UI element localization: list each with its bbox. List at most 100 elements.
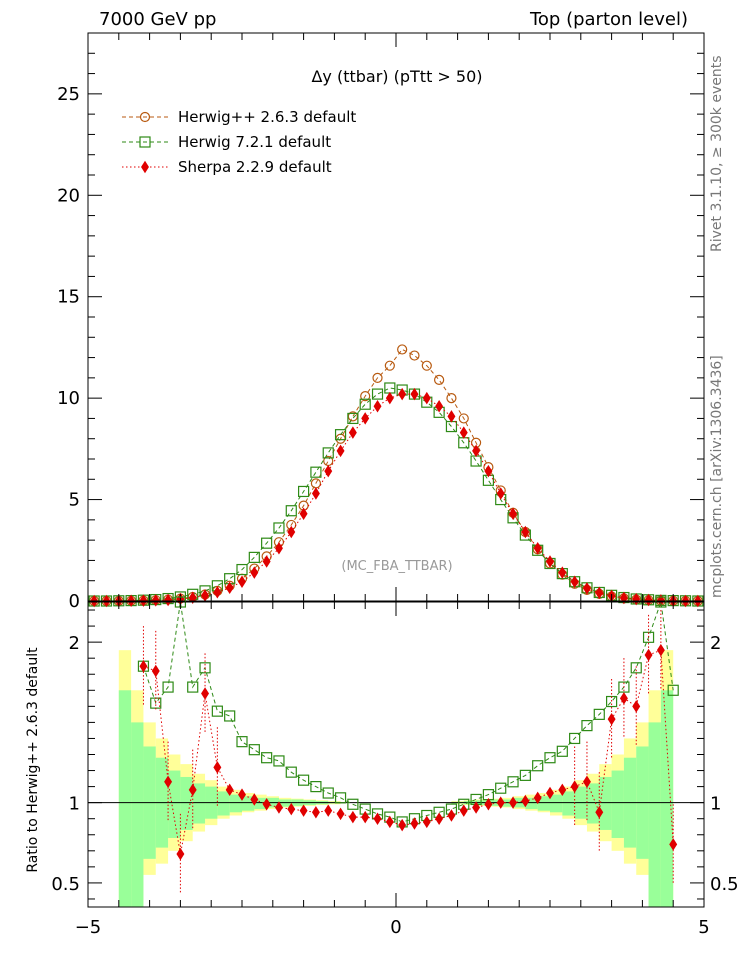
ratio-point [521,794,530,808]
uncertainty-band-green [586,783,600,824]
ratio-point [656,643,665,657]
data-point [151,594,160,607]
ratio-point [533,791,542,805]
ratio-point [582,775,591,789]
data-point [558,566,567,579]
ratio-point [472,801,481,814]
ratio-point [422,815,431,829]
uncertainty-band-green [217,791,230,816]
ratio-point [605,695,618,708]
ratio-point [187,681,199,693]
ratio-point [507,776,519,788]
ratio-point [287,802,296,816]
uncertainty-band-green [660,690,674,907]
ratio-point [669,838,678,851]
data-point [470,455,482,467]
ratio-point [213,761,222,774]
data-point [360,391,371,402]
y-tick-label: 10 [57,388,80,409]
main-panel: 0 5 10 15 20 25 Δy (ttbar) (pTtt > 50) (MC_FB… [57,32,705,612]
ratio-point [334,792,347,804]
data-point [446,393,457,404]
uncertainty-band-green [168,770,181,838]
ratio-point [435,812,444,825]
ratio-y-tick-label: 2 [69,633,80,654]
ratio-point [236,736,248,748]
legend-label: Herwig++ 2.6.3 default [178,108,356,126]
data-point [373,400,382,413]
series-line-1 [94,387,698,602]
ratio-point [261,752,273,764]
ratio-point [310,781,322,793]
ratio-y-tick-label-right: 0.5 [710,874,739,895]
data-point [459,426,468,439]
data-point [484,464,493,478]
y-tick-label: 25 [57,84,80,105]
uncertainty-band-green [537,796,550,811]
data-point [361,412,370,425]
ratio-point [532,760,544,772]
ratio-point [211,705,223,717]
ratio-point [361,810,370,824]
data-point [274,542,283,555]
ratio-point [224,710,236,722]
ratio-point [558,783,567,797]
data-point [262,555,271,568]
data-point [533,542,542,555]
ratio-point [569,732,581,745]
data-point [372,372,383,383]
data-point [422,391,431,405]
uncertainty-band-green [229,794,242,813]
ratio-point [299,804,308,817]
uncertainty-band-green [118,690,132,907]
uncertainty-band-green [648,722,661,907]
ratio-point [248,744,260,756]
ratio-point [447,809,456,822]
data-point [445,420,458,433]
ratio-point [495,782,507,794]
ratio-point [630,662,642,674]
data-point [546,555,554,568]
data-point [410,387,419,401]
data-point [509,507,518,521]
ratio-point [139,659,148,673]
data-point [570,575,579,588]
header-right: Top (parton level) [529,9,688,30]
main-plot-title: Δy (ttbar) (pTtt > 50) [311,67,482,86]
data-point [336,444,345,458]
uncertainty-band-green [192,783,206,824]
ratio-point [519,769,531,781]
watermark: (MC_FBA_TTBAR) [341,559,452,574]
ratio-point [619,692,628,705]
ratio-point [607,712,616,726]
uncertainty-band-green [599,776,612,830]
ratio-point [225,783,234,797]
y-tick-label: 0 [69,591,80,612]
ratio-point [298,774,310,786]
data-point [238,575,246,588]
ratio-point [556,745,568,757]
ratio-point [348,810,357,824]
ratio-point [262,798,271,811]
ratio-point [667,684,679,696]
ratio-point [324,804,333,817]
data-point [447,410,456,423]
data-point [496,487,505,500]
ratio-point [162,681,174,693]
y-tick-label: 15 [57,287,80,308]
data-point [273,522,285,534]
ratio-point [311,806,320,819]
ratio-point [459,804,468,817]
data-point [656,594,665,607]
data-point [521,525,530,539]
ratio-point [544,752,556,764]
data-point [359,398,371,410]
ratio-point [347,798,359,810]
ratio-point [581,720,593,732]
data-point [347,412,359,425]
data-point [201,589,210,602]
data-point [299,507,308,521]
ratio-point [546,786,554,800]
data-point [250,566,259,579]
ratio-ylabel: Ratio to Herwig++ 2.6.3 default [25,647,41,873]
